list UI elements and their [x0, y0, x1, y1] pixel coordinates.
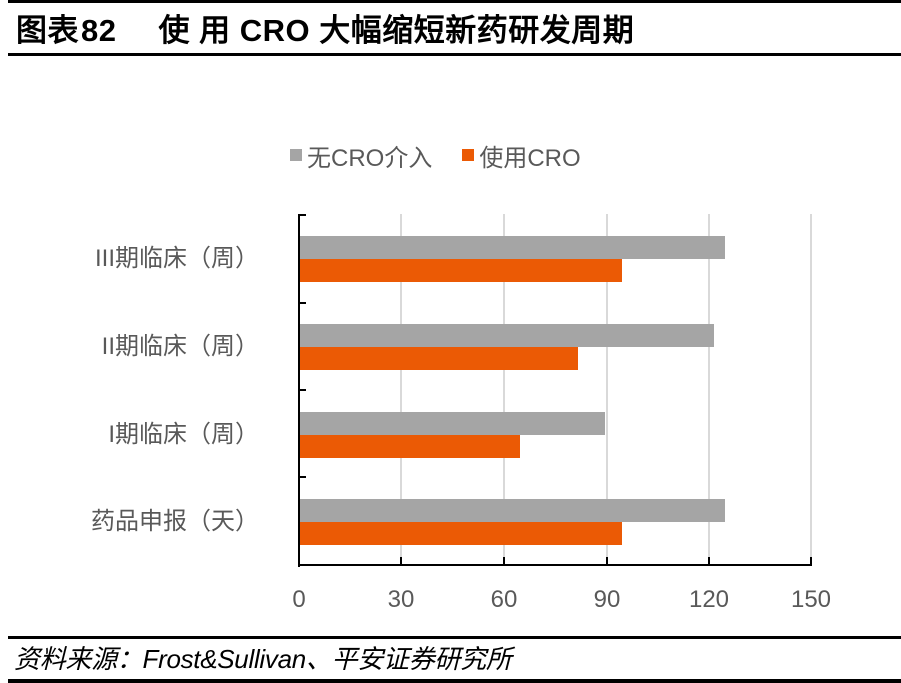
y-axis-tick — [298, 302, 306, 304]
legend-swatch-orange — [462, 149, 475, 161]
x-axis-tick — [400, 557, 402, 565]
figure-title: 图表82 使 用 CRO 大幅缩短新药研发周期 — [16, 10, 634, 52]
x-axis-line — [298, 564, 812, 566]
legend-label: 使用CRO — [479, 144, 581, 172]
y-category-label: II期临床（周） — [101, 333, 259, 360]
x-tick-label: 0 — [292, 586, 306, 613]
legend-item-no-cro: 无CRO介入 — [290, 138, 432, 173]
gridline — [708, 214, 710, 565]
bar-no-cro-phase1 — [300, 411, 606, 435]
figure-title-text: 使 用 CRO 大幅缩短新药研发周期 — [158, 13, 635, 48]
source-bottom-rule — [8, 679, 901, 683]
plot-area — [298, 214, 812, 567]
bar-no-cro-phase2 — [300, 323, 715, 347]
bar-with-cro-phase1 — [300, 434, 520, 458]
chart-legend: 无CRO介入 使用CRO — [290, 142, 611, 172]
gridline — [606, 214, 608, 565]
top-rule — [8, 0, 901, 3]
source-top-rule — [8, 636, 901, 639]
y-axis-tick — [298, 214, 306, 216]
bar-no-cro-phase3 — [300, 236, 725, 259]
y-category-label: III期临床（周） — [94, 245, 259, 272]
source-note: 资料来源：Frost&Sullivan、平安证券研究所 — [14, 644, 512, 674]
x-tick-label: 90 — [593, 586, 621, 613]
y-category-label: 药品申报（天） — [91, 508, 259, 535]
x-axis-tick — [503, 557, 505, 565]
gridline — [810, 214, 812, 565]
bar-with-cro-phase3 — [300, 259, 623, 282]
legend-item-with-cro: 使用CRO — [462, 138, 581, 173]
x-tick-label: 120 — [688, 586, 730, 613]
x-tick-label: 60 — [490, 586, 518, 613]
y-axis-tick — [298, 389, 306, 391]
x-axis-tick — [810, 557, 812, 565]
bar-with-cro-phase2 — [300, 346, 578, 370]
figure-label: 图表 — [16, 13, 79, 48]
bar-with-cro-filing — [300, 522, 623, 546]
x-axis-tick — [606, 557, 608, 565]
x-axis-tick — [708, 557, 710, 565]
legend-swatch-gray — [290, 149, 302, 161]
x-tick-label: 150 — [790, 586, 832, 613]
gridline — [400, 214, 402, 565]
x-tick-label: 30 — [387, 586, 415, 613]
figure-number: 82 — [81, 13, 117, 48]
gridline — [503, 214, 505, 565]
legend-label: 无CRO介入 — [307, 144, 433, 172]
title-underline — [8, 53, 901, 56]
y-category-label: I期临床（周） — [108, 421, 259, 448]
y-axis-tick — [298, 476, 306, 478]
bar-no-cro-filing — [300, 499, 725, 523]
